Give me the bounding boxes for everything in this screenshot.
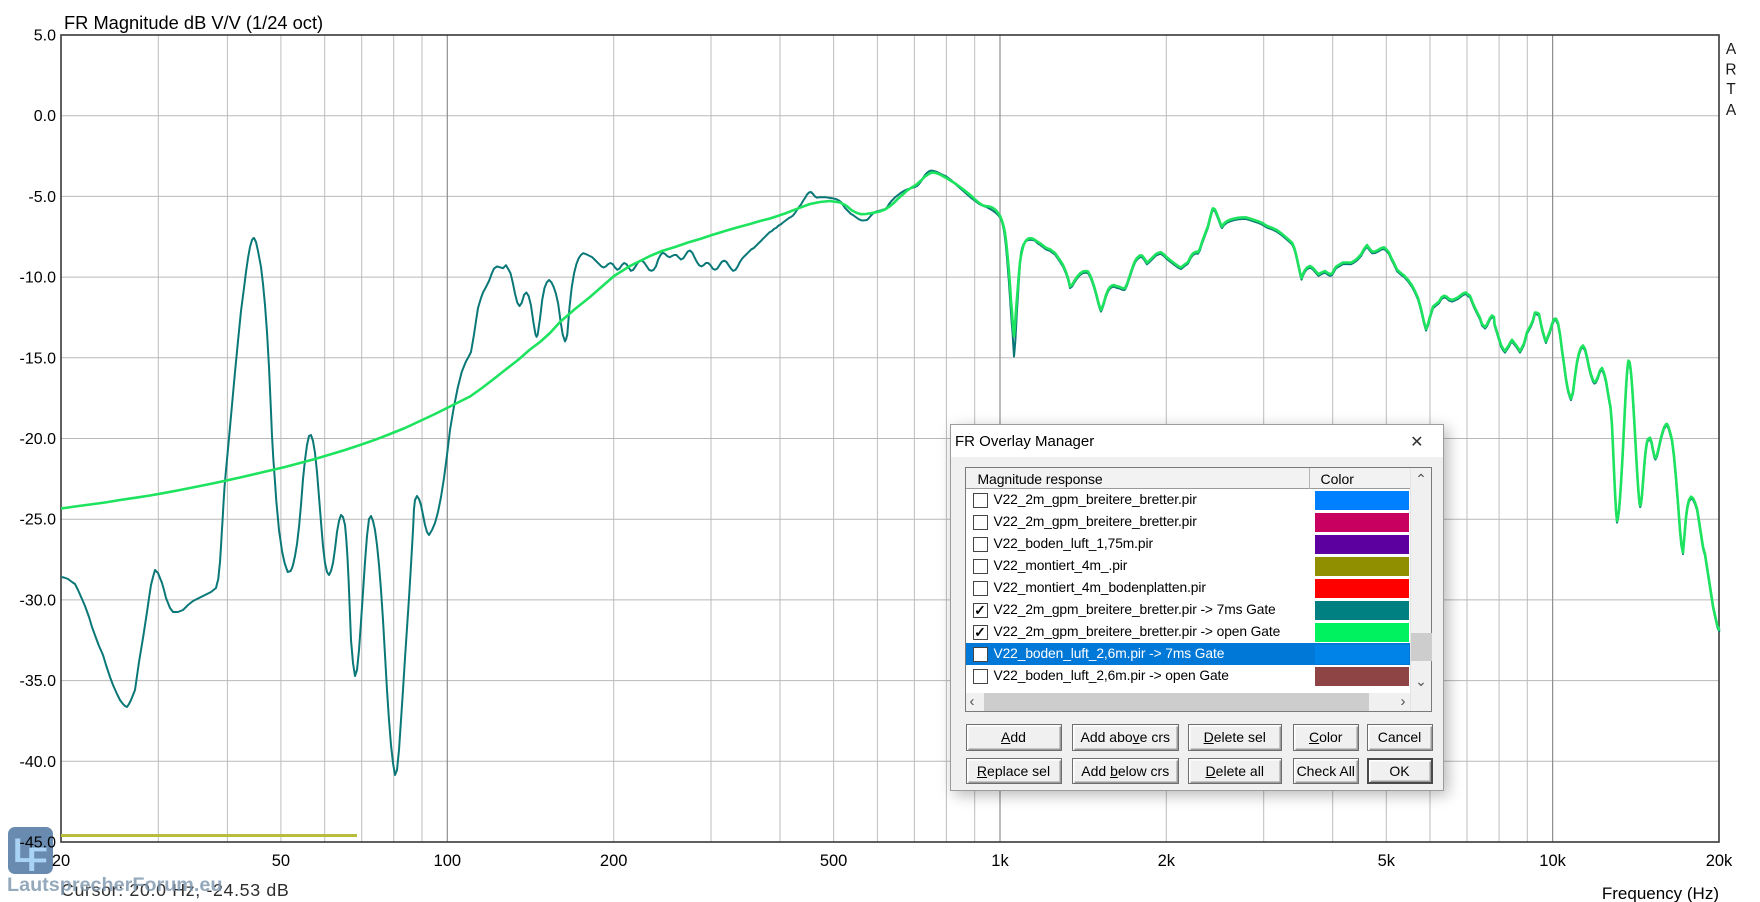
svg-text:A: A	[1726, 41, 1737, 58]
svg-text:2k: 2k	[1158, 852, 1176, 870]
svg-text:-35.0: -35.0	[20, 673, 57, 690]
svg-text:L: L	[13, 832, 34, 870]
svg-text:Cursor: 20.0 Hz, -24.53 dB: Cursor: 20.0 Hz, -24.53 dB	[61, 880, 289, 900]
svg-text:-25.0: -25.0	[20, 512, 57, 529]
svg-text:5.0: 5.0	[34, 28, 56, 45]
svg-text:FR Magnitude dB V/V (1/24 oct): FR Magnitude dB V/V (1/24 oct)	[64, 12, 323, 33]
svg-text:-40.0: -40.0	[20, 754, 57, 771]
svg-text:A: A	[1726, 102, 1737, 119]
svg-text:0.0: 0.0	[34, 108, 56, 125]
svg-text:Frequency (Hz): Frequency (Hz)	[1602, 884, 1719, 902]
svg-text:LautsprecherForum.eu: LautsprecherForum.eu	[7, 874, 222, 896]
svg-text:-15.0: -15.0	[20, 350, 57, 367]
svg-text:50: 50	[272, 852, 290, 870]
svg-text:T: T	[1726, 81, 1736, 98]
svg-text:5k: 5k	[1378, 852, 1396, 870]
svg-text:F: F	[27, 841, 48, 879]
svg-text:10k: 10k	[1539, 852, 1566, 870]
svg-text:-20.0: -20.0	[20, 431, 57, 448]
svg-text:-30.0: -30.0	[20, 592, 57, 609]
svg-text:200: 200	[600, 852, 628, 870]
svg-text:20: 20	[52, 852, 70, 870]
svg-text:20k: 20k	[1706, 852, 1733, 870]
svg-text:500: 500	[820, 852, 848, 870]
svg-text:-45.0: -45.0	[20, 835, 57, 852]
svg-text:R: R	[1725, 62, 1736, 79]
svg-text:1k: 1k	[991, 852, 1009, 870]
svg-text:100: 100	[434, 852, 462, 870]
svg-text:-5.0: -5.0	[28, 189, 56, 206]
svg-text:-10.0: -10.0	[20, 270, 57, 287]
